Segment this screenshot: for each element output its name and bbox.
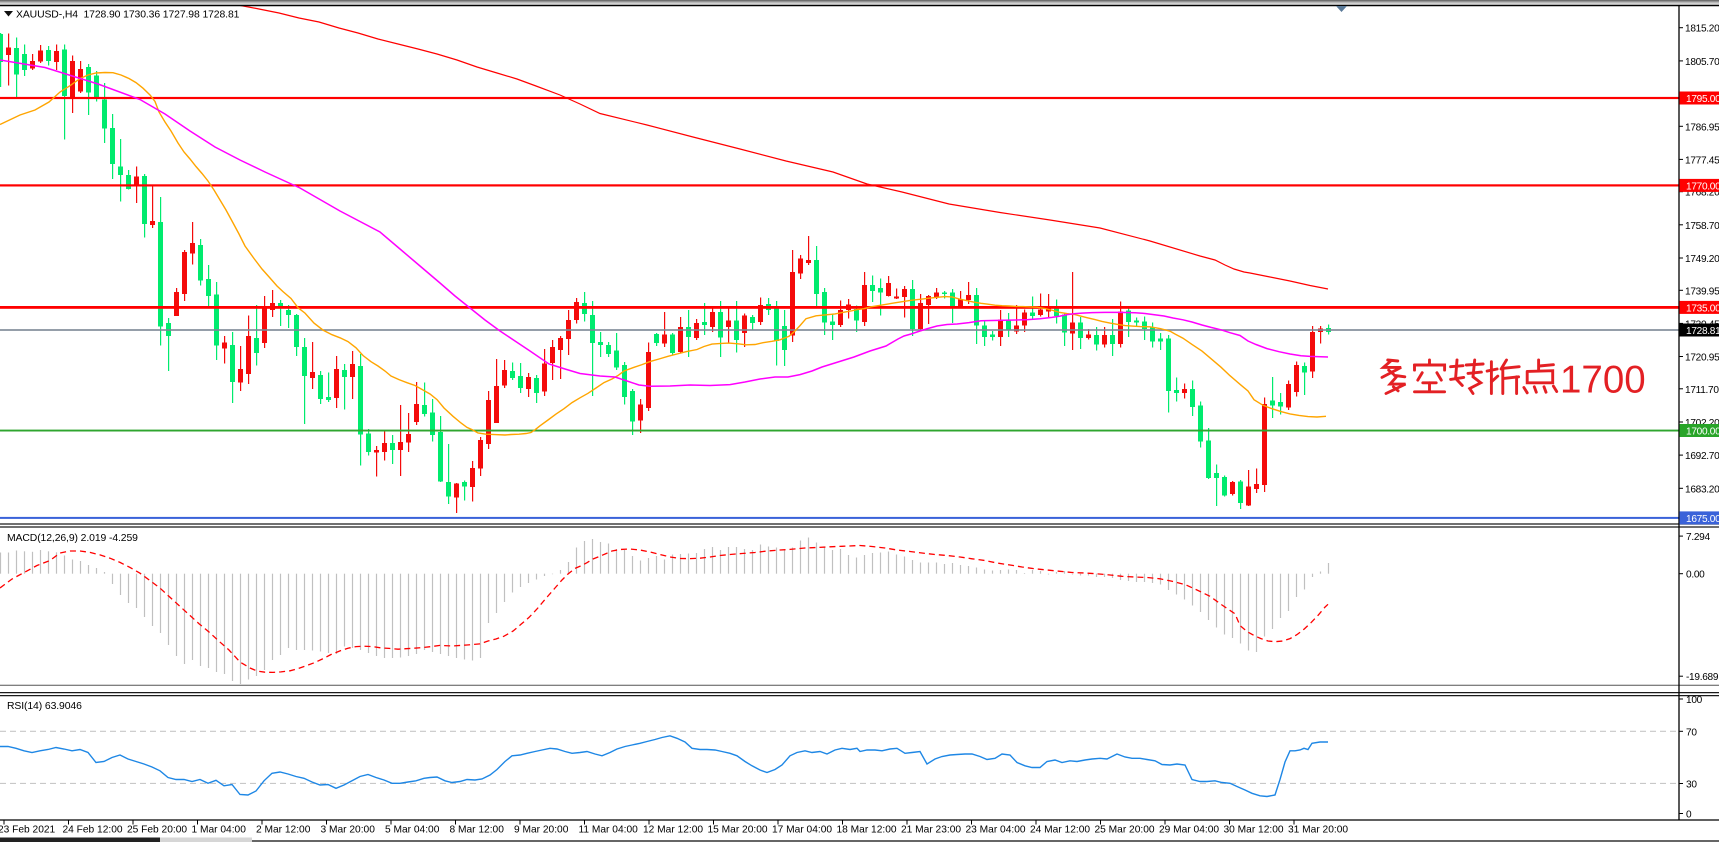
svg-text:29 Mar 04:00: 29 Mar 04:00 bbox=[1159, 825, 1219, 836]
svg-text:100: 100 bbox=[1686, 695, 1703, 706]
svg-text:18 Mar 12:00: 18 Mar 12:00 bbox=[837, 825, 897, 836]
svg-text:1815.20: 1815.20 bbox=[1685, 24, 1719, 35]
svg-text:1795.00: 1795.00 bbox=[1686, 94, 1719, 105]
svg-text:9 Mar 20:00: 9 Mar 20:00 bbox=[514, 825, 569, 836]
svg-text:1749.20: 1749.20 bbox=[1685, 254, 1719, 265]
svg-text:23 Mar 04:00: 23 Mar 04:00 bbox=[966, 825, 1026, 836]
svg-text:70: 70 bbox=[1686, 727, 1697, 738]
svg-text:MACD(12,26,9) 2.019 -4.259: MACD(12,26,9) 2.019 -4.259 bbox=[7, 533, 138, 544]
svg-text:0.00: 0.00 bbox=[1686, 570, 1705, 581]
svg-text:1786.95: 1786.95 bbox=[1685, 122, 1719, 133]
svg-text:8 Mar 12:00: 8 Mar 12:00 bbox=[450, 825, 505, 836]
svg-text:5 Mar 04:00: 5 Mar 04:00 bbox=[385, 825, 440, 836]
svg-text:1675.00: 1675.00 bbox=[1686, 514, 1719, 525]
svg-text:1805.70: 1805.70 bbox=[1685, 57, 1719, 68]
svg-text:1 Mar 04:00: 1 Mar 04:00 bbox=[192, 825, 247, 836]
svg-text:1770.00: 1770.00 bbox=[1686, 181, 1719, 192]
svg-text:1702.20: 1702.20 bbox=[1685, 418, 1719, 429]
svg-text:25 Mar 20:00: 25 Mar 20:00 bbox=[1095, 825, 1155, 836]
svg-text:1711.70: 1711.70 bbox=[1685, 385, 1719, 396]
svg-text:25 Feb 20:00: 25 Feb 20:00 bbox=[127, 825, 187, 836]
svg-text:1735.00: 1735.00 bbox=[1686, 303, 1719, 314]
svg-text:3 Mar 20:00: 3 Mar 20:00 bbox=[321, 825, 376, 836]
svg-text:24 Mar 12:00: 24 Mar 12:00 bbox=[1030, 825, 1090, 836]
svg-text:21 Mar 23:00: 21 Mar 23:00 bbox=[901, 825, 961, 836]
svg-text:12 Mar 12:00: 12 Mar 12:00 bbox=[643, 825, 703, 836]
svg-text:15 Mar 20:00: 15 Mar 20:00 bbox=[708, 825, 768, 836]
svg-text:31 Mar 20:00: 31 Mar 20:00 bbox=[1288, 825, 1348, 836]
svg-text:-19.689: -19.689 bbox=[1686, 672, 1719, 683]
svg-text:24 Feb 12:00: 24 Feb 12:00 bbox=[63, 825, 123, 836]
svg-text:30: 30 bbox=[1686, 780, 1697, 791]
svg-text:1720.95: 1720.95 bbox=[1685, 353, 1719, 364]
svg-text:1683.20: 1683.20 bbox=[1685, 484, 1719, 495]
svg-text:1700.00: 1700.00 bbox=[1686, 427, 1719, 438]
svg-text:RSI(14) 63.9046: RSI(14) 63.9046 bbox=[7, 701, 82, 712]
svg-text:23 Feb 2021: 23 Feb 2021 bbox=[0, 825, 56, 836]
svg-text:1758.70: 1758.70 bbox=[1685, 221, 1719, 232]
svg-text:0: 0 bbox=[1686, 810, 1692, 821]
svg-text:1728.81: 1728.81 bbox=[1686, 326, 1719, 337]
svg-text:XAUUSD-,H4 1728.90 1730.36 17: XAUUSD-,H4 1728.90 1730.36 1727.98 1728.… bbox=[16, 10, 240, 21]
svg-text:2 Mar 12:00: 2 Mar 12:00 bbox=[256, 825, 311, 836]
svg-text:1692.70: 1692.70 bbox=[1685, 451, 1719, 462]
svg-text:11 Mar 04:00: 11 Mar 04:00 bbox=[579, 825, 639, 836]
svg-text:1768.20: 1768.20 bbox=[1685, 188, 1719, 199]
svg-text:7.294: 7.294 bbox=[1686, 532, 1710, 543]
svg-text:1700: 1700 bbox=[1560, 359, 1646, 402]
svg-text:30 Mar 12:00: 30 Mar 12:00 bbox=[1224, 825, 1284, 836]
svg-text:1739.95: 1739.95 bbox=[1685, 286, 1719, 297]
svg-text:1777.45: 1777.45 bbox=[1685, 155, 1719, 166]
svg-text:17 Mar 04:00: 17 Mar 04:00 bbox=[772, 825, 832, 836]
